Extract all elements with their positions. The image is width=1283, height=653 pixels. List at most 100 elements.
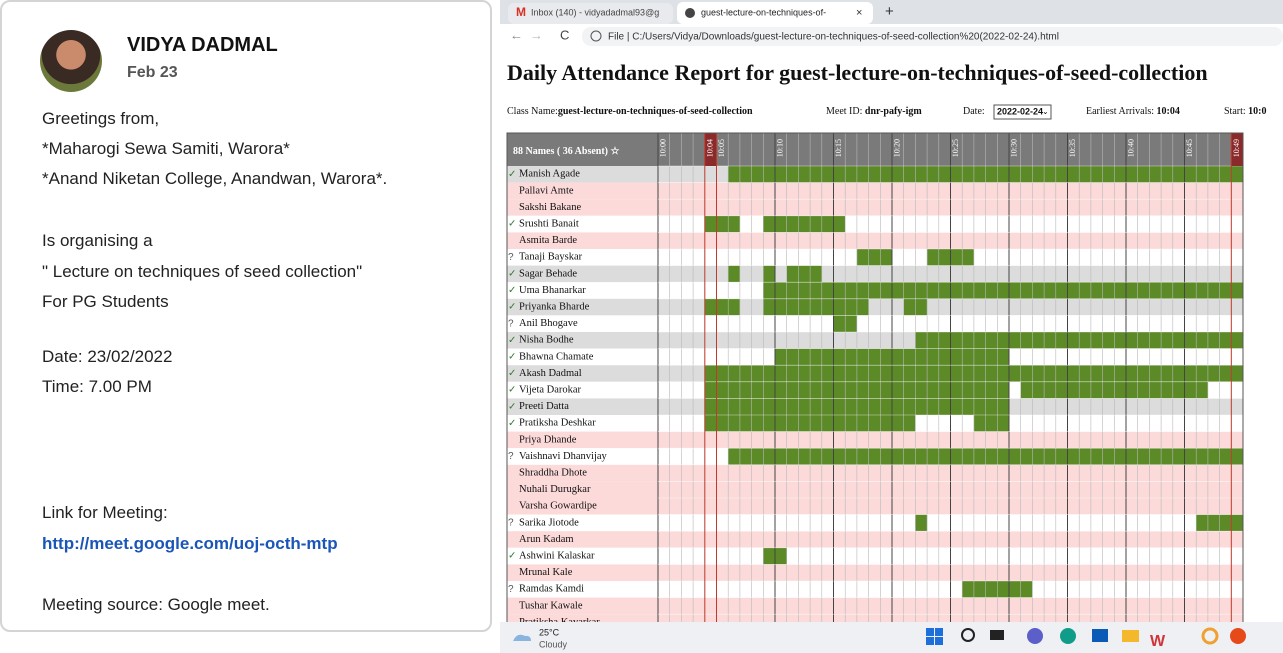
status: ✓ — [508, 352, 516, 363]
post-card: VIDYA DADMAL Feb 23 Greetings from, *Mah… — [0, 0, 492, 632]
class-name: guest-lecture-on-techniques-of-seed-coll… — [558, 106, 753, 117]
time-label: 10:15 — [834, 139, 843, 157]
page: VIDYA DADMAL Feb 23 Greetings from, *Mah… — [0, 0, 1283, 653]
time-label: 10:35 — [1068, 139, 1077, 157]
status: ? — [508, 451, 514, 462]
row-background — [507, 299, 1243, 316]
presence — [705, 299, 740, 316]
start: 10:0 — [1248, 106, 1266, 117]
presence — [857, 249, 892, 266]
status: ✓ — [508, 169, 516, 180]
status: ? — [508, 518, 514, 529]
start-button[interactable] — [935, 628, 943, 636]
attendee-name: Srushti Banait — [519, 219, 579, 230]
close-tab[interactable]: × — [856, 7, 862, 19]
tab-title[interactable]: Inbox (140) - vidyadadmal93@g — [531, 7, 659, 17]
row-background — [507, 548, 1243, 565]
status: ✓ — [508, 418, 516, 429]
row-background — [507, 183, 1243, 200]
chrome-icon[interactable] — [1230, 628, 1246, 644]
explorer-icon[interactable] — [1122, 630, 1139, 642]
post-line: Greetings from, — [42, 109, 159, 129]
status: ? — [508, 584, 514, 595]
row-background — [507, 598, 1243, 615]
office-icon[interactable]: W — [1150, 633, 1166, 650]
attendee-name: Asmita Barde — [519, 235, 577, 246]
arrivals: 10:04 — [1157, 106, 1180, 117]
presence — [705, 216, 740, 233]
presence — [974, 415, 1009, 432]
meet-id: dnr-pafy-igm — [865, 106, 923, 117]
status: ✓ — [508, 335, 516, 346]
attendee-name: Preeti Datta — [519, 401, 569, 412]
attendee-name: Varsha Gowardipe — [519, 501, 597, 512]
dropdown-arrow: ⌄ — [1042, 107, 1049, 116]
attendance-grid: 88 Names ( 36 Absent) ☆✓Manish AgadePall… — [507, 133, 1243, 631]
status: ✓ — [508, 551, 516, 562]
start-button[interactable] — [926, 628, 934, 636]
post-line: *Maharogi Sewa Samiti, Warora* — [42, 139, 290, 159]
post-line: Meeting source: Google meet. — [42, 595, 270, 615]
address[interactable]: File | C:/Users/Vidya/Downloads/guest-le… — [608, 32, 1059, 43]
start-button[interactable] — [935, 637, 943, 645]
label: Start: — [1224, 106, 1246, 117]
presence — [763, 216, 845, 233]
taskbar — [500, 622, 1283, 653]
names-header: 88 Names ( 36 Absent) ☆ — [513, 146, 619, 157]
row-background — [507, 266, 1243, 283]
date-value[interactable]: 2022-02-24 — [997, 106, 1043, 116]
time-label: 10:25 — [951, 139, 960, 157]
post-line: Is organising a — [42, 231, 153, 251]
tab-title[interactable]: guest-lecture-on-techniques-of- — [701, 7, 826, 17]
attendee-name: Ramdas Kamdi — [519, 584, 584, 595]
row-background — [507, 216, 1243, 233]
status: ✓ — [508, 219, 516, 230]
start-button[interactable] — [926, 637, 934, 645]
attendee-name: Vijeta Darokar — [519, 385, 582, 396]
teams-icon[interactable] — [1027, 628, 1043, 644]
presence — [763, 266, 775, 283]
temperature: 25°C — [539, 627, 560, 637]
row-background — [507, 199, 1243, 216]
post-line: " Lecture on techniques of seed collecti… — [42, 262, 362, 282]
attendee-name: Priya Dhande — [519, 434, 577, 445]
attendee-name: Anil Bhogave — [519, 318, 578, 329]
attendee-name: Tanaji Bayskar — [519, 252, 583, 263]
attendee-name: Sagar Behade — [519, 268, 577, 279]
gmail-icon: M — [516, 5, 526, 19]
store-icon[interactable] — [1092, 629, 1108, 642]
attendee-name: Shraddha Dhote — [519, 468, 587, 479]
time-label: 10:40 — [1127, 139, 1136, 157]
attendee-name: Sarika Jiotode — [519, 517, 579, 528]
row-background — [507, 564, 1243, 581]
weather: Cloudy — [539, 639, 568, 649]
taskview-icon[interactable] — [990, 630, 1004, 640]
attendee-name: Mrunal Kale — [519, 567, 573, 578]
time-label: 10:45 — [1185, 139, 1194, 157]
time-label: 10:30 — [1010, 139, 1019, 157]
post-line: Date: 23/02/2022 — [42, 347, 172, 367]
attendee-name: Sakshi Bakane — [519, 202, 581, 213]
label: Earliest Arrivals: — [1086, 106, 1154, 117]
new-tab[interactable]: + — [885, 3, 894, 20]
attendee-name: Tushar Kawale — [519, 600, 583, 611]
presence — [728, 266, 740, 283]
attendee-name: Pallavi Amte — [519, 185, 574, 196]
presence — [915, 515, 927, 532]
presence — [787, 266, 822, 283]
time-label: 10:49 — [1232, 139, 1241, 157]
reload[interactable]: C — [560, 27, 569, 42]
time-label: 10:04 — [705, 139, 714, 157]
back[interactable]: ← — [510, 27, 523, 42]
browser-screenshot: M Inbox (140) - vidyadadmal93@g guest-le… — [500, 0, 1283, 653]
edge-icon[interactable] — [1060, 628, 1076, 644]
meeting-link[interactable]: http://meet.google.com/uoj-octh-mtp — [42, 534, 338, 554]
forward[interactable]: → — [530, 27, 543, 42]
post-line: Link for Meeting: — [42, 503, 168, 523]
attendee-name: Bhawna Chamate — [519, 351, 594, 362]
row-background — [507, 531, 1243, 548]
label: Class Name: — [507, 106, 558, 117]
row-background — [507, 465, 1243, 482]
author: VIDYA DADMAL — [127, 34, 278, 57]
attendee-name: Nisha Bodhe — [519, 335, 574, 346]
